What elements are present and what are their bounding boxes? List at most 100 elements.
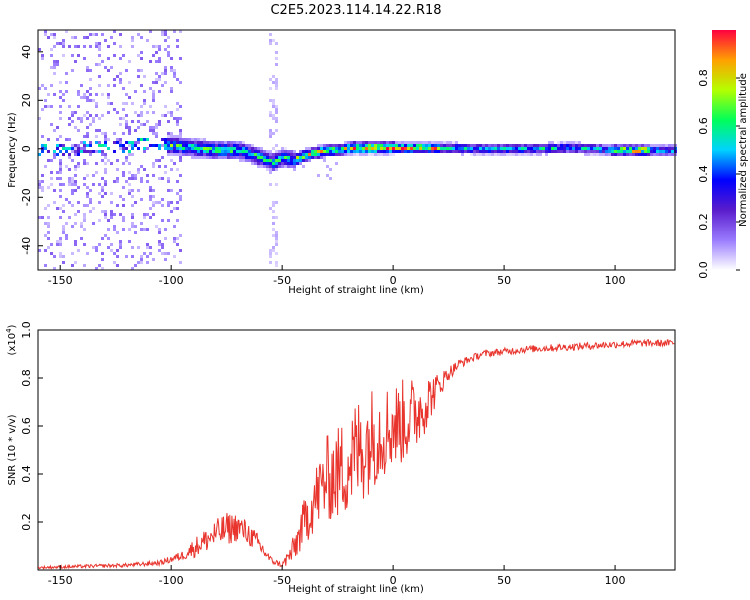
heatmap-cell xyxy=(65,222,68,225)
heatmap-cell xyxy=(668,147,671,150)
heatmap-cell xyxy=(176,117,179,120)
heatmap-cell xyxy=(572,144,575,147)
heatmap-cell xyxy=(170,141,173,144)
heatmap-cell xyxy=(575,144,578,147)
heatmap-cell xyxy=(314,150,317,153)
heatmap-cell xyxy=(647,150,650,153)
snr-ylabel: SNR (10 * v/v) xyxy=(7,414,18,485)
heatmap-cell xyxy=(146,138,149,141)
heatmap-cell xyxy=(134,225,137,228)
heatmap-cell xyxy=(86,195,89,198)
heatmap-cell xyxy=(518,147,521,150)
heatmap-cell xyxy=(104,156,107,159)
heatmap-cell xyxy=(635,150,638,153)
heatmap-cell xyxy=(278,150,281,153)
heatmap-cell xyxy=(566,141,569,144)
heatmap-cell xyxy=(161,144,164,147)
heatmap-cell xyxy=(530,150,533,153)
heatmap-cell xyxy=(671,144,674,147)
heatmap-cell xyxy=(41,84,44,87)
heatmap-cell xyxy=(173,237,176,240)
heatmap-cell xyxy=(86,132,89,135)
heatmap-cell xyxy=(506,153,509,156)
heatmap-cell xyxy=(296,162,299,165)
heatmap-cell xyxy=(395,147,398,150)
heatmap-cell xyxy=(104,192,107,195)
heatmap-cell xyxy=(437,141,440,144)
heatmap-cell xyxy=(59,150,62,153)
heatmap-cell xyxy=(128,129,131,132)
heatmap-cell xyxy=(389,147,392,150)
snr-ytick-label: 0.8 xyxy=(20,369,33,387)
heatmap-cell xyxy=(338,153,341,156)
heatmap-cell xyxy=(242,144,245,147)
heatmap-cell xyxy=(56,207,59,210)
heatmap-cell xyxy=(233,156,236,159)
heatmap-cell xyxy=(320,150,323,153)
heatmap-cell xyxy=(107,93,110,96)
heatmap-cell xyxy=(104,39,107,42)
heatmap-cell xyxy=(155,51,158,54)
heatmap-cell xyxy=(95,246,98,249)
heatmap-cell xyxy=(479,153,482,156)
heatmap-cell xyxy=(401,141,404,144)
heatmap-cell xyxy=(128,171,131,174)
colorbar-tick-label: 0.8 xyxy=(697,69,710,87)
heatmap-cell xyxy=(167,45,170,48)
heatmap-cell xyxy=(161,84,164,87)
heatmap-cell xyxy=(272,105,275,108)
heatmap-cell xyxy=(89,189,92,192)
heatmap-cell xyxy=(269,87,272,90)
heatmap-cell xyxy=(71,114,74,117)
heatmap-cell xyxy=(59,111,62,114)
heatmap-cell xyxy=(131,216,134,219)
heatmap-cell xyxy=(443,147,446,150)
heatmap-cell xyxy=(56,42,59,45)
heatmap-cell xyxy=(41,54,44,57)
heatmap-cell xyxy=(134,141,137,144)
heatmap-cell xyxy=(182,138,185,141)
heatmap-cell xyxy=(140,177,143,180)
heatmap-cell xyxy=(107,111,110,114)
heatmap-cell xyxy=(173,75,176,78)
heatmap-cell xyxy=(179,147,182,150)
heatmap-cell xyxy=(662,153,665,156)
heatmap-cell xyxy=(248,144,251,147)
heatmap-cell xyxy=(143,213,146,216)
heatmap-cell xyxy=(119,138,122,141)
heatmap-cell xyxy=(533,150,536,153)
heatmap-cell xyxy=(260,147,263,150)
heatmap-cell xyxy=(167,141,170,144)
heatmap-cell xyxy=(662,147,665,150)
heatmap-cell xyxy=(176,39,179,42)
heatmap-cell xyxy=(158,249,161,252)
heatmap-cell xyxy=(275,252,278,255)
heatmap-cell xyxy=(122,147,125,150)
heatmap-cell xyxy=(434,147,437,150)
heatmap-cell xyxy=(53,45,56,48)
heatmap-cell xyxy=(59,252,62,255)
heatmap-cell xyxy=(638,147,641,150)
heatmap-cell xyxy=(137,69,140,72)
heatmap-cell xyxy=(275,201,278,204)
heatmap-cell xyxy=(128,183,131,186)
heatmap-cell xyxy=(536,147,539,150)
heatmap-cell xyxy=(83,219,86,222)
heatmap-cell xyxy=(665,144,668,147)
heatmap-cell xyxy=(665,147,668,150)
heatmap-cell xyxy=(320,144,323,147)
heatmap-cell xyxy=(326,147,329,150)
heatmap-cell xyxy=(185,153,188,156)
heatmap-cell xyxy=(503,153,506,156)
heatmap-cell xyxy=(317,174,320,177)
heatmap-cell xyxy=(92,150,95,153)
heatmap-cell xyxy=(272,159,275,162)
heatmap-cell xyxy=(341,153,344,156)
heatmap-cell xyxy=(131,195,134,198)
heatmap-cell xyxy=(527,153,530,156)
heatmap-cell xyxy=(263,156,266,159)
heatmap-cell xyxy=(74,240,77,243)
heatmap-cell xyxy=(269,132,272,135)
heatmap-cell xyxy=(284,165,287,168)
heatmap-cell xyxy=(179,195,182,198)
